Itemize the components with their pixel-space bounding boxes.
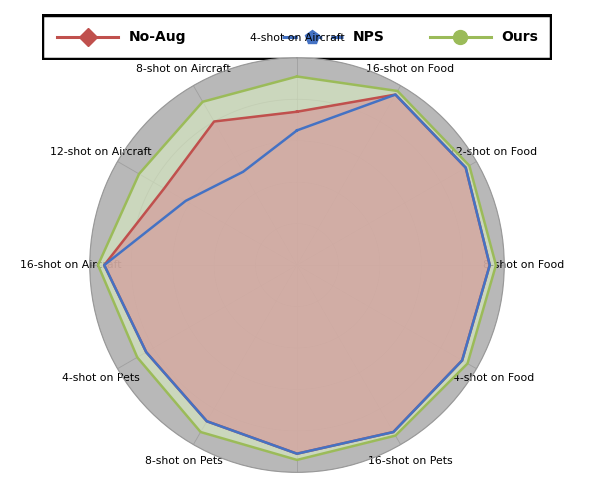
Text: Ours: Ours bbox=[501, 30, 538, 44]
Polygon shape bbox=[105, 94, 489, 454]
Text: No-Aug: No-Aug bbox=[128, 30, 186, 44]
Text: NPS: NPS bbox=[353, 30, 385, 44]
Polygon shape bbox=[98, 77, 496, 460]
FancyBboxPatch shape bbox=[42, 15, 551, 59]
